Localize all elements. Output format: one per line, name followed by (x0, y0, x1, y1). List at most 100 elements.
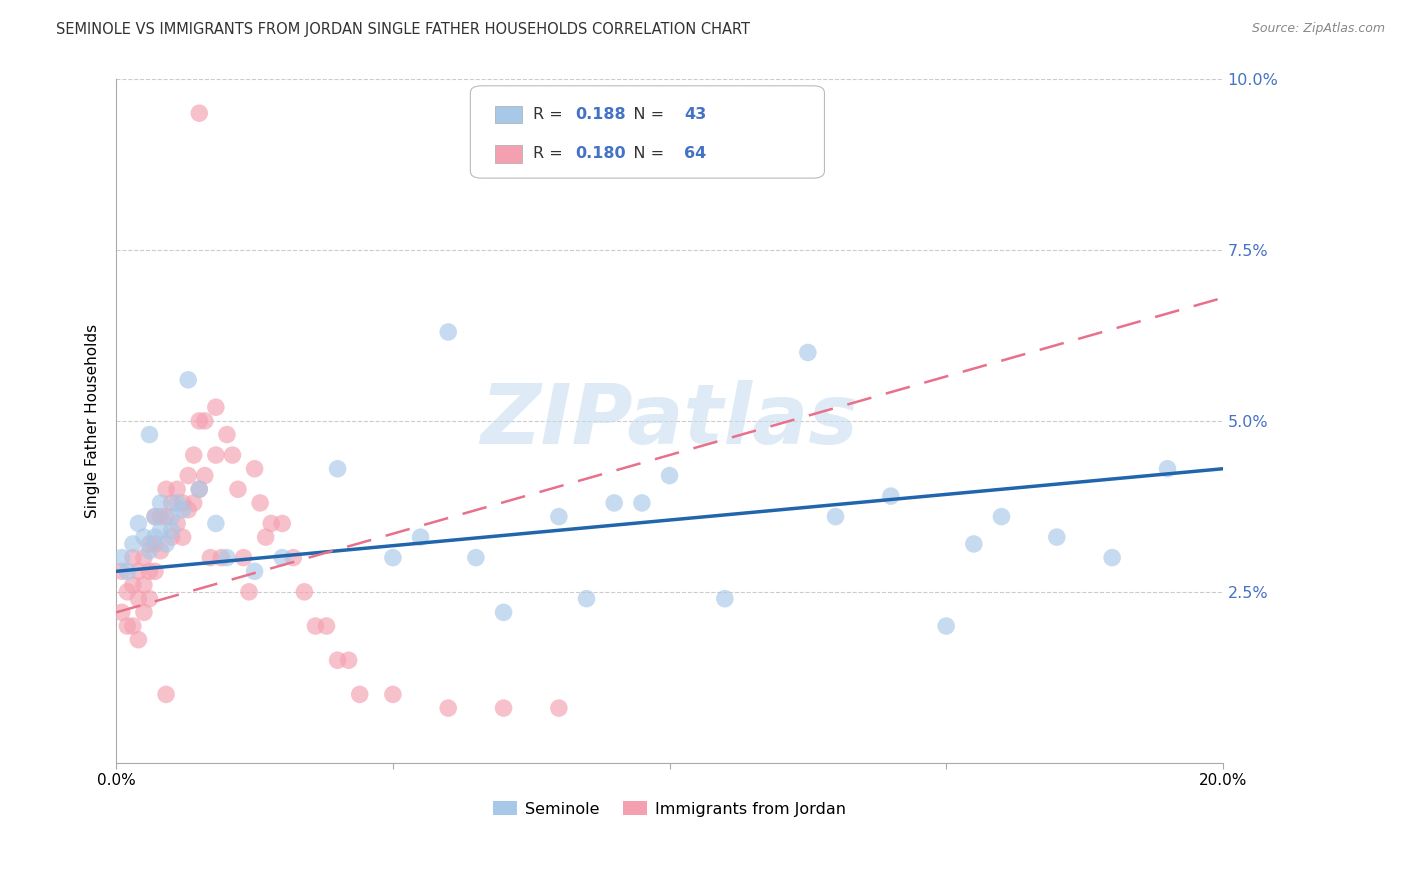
Point (249, 496, 271, 510)
Point (155, 482, 177, 496)
FancyBboxPatch shape (495, 145, 523, 162)
Y-axis label: Single Father Households: Single Father Households (86, 324, 100, 518)
Point (155, 537, 177, 551)
Point (226, 482, 249, 496)
Point (935, 619, 957, 633)
Point (205, 448, 228, 462)
Point (122, 619, 145, 633)
Point (797, 345, 820, 359)
Point (215, 427, 238, 442)
Point (215, 550, 238, 565)
Point (990, 509, 1012, 524)
Point (271, 516, 294, 531)
Point (111, 605, 134, 619)
Point (149, 496, 172, 510)
Point (149, 543, 172, 558)
Point (194, 414, 217, 428)
FancyBboxPatch shape (471, 86, 824, 178)
Point (315, 619, 337, 633)
Point (172, 530, 194, 544)
Point (292, 584, 315, 599)
Point (127, 516, 149, 531)
Point (492, 605, 515, 619)
FancyBboxPatch shape (495, 106, 523, 123)
Point (824, 509, 846, 524)
Point (127, 591, 149, 606)
Point (326, 653, 349, 667)
Point (132, 550, 155, 565)
Point (172, 502, 194, 516)
Point (111, 550, 134, 565)
Point (143, 509, 166, 524)
Point (603, 496, 626, 510)
Legend: Seminole, Immigrants from Jordan: Seminole, Immigrants from Jordan (486, 795, 852, 823)
Point (547, 701, 569, 715)
Point (714, 591, 737, 606)
Point (631, 496, 654, 510)
Point (160, 496, 183, 510)
Point (188, 106, 211, 120)
Text: 43: 43 (683, 107, 706, 122)
Point (143, 564, 166, 578)
Point (381, 687, 404, 701)
Point (188, 414, 211, 428)
Point (880, 489, 903, 503)
Text: 0.188: 0.188 (575, 107, 626, 122)
Text: 0.180: 0.180 (575, 146, 626, 161)
Point (304, 619, 326, 633)
Text: R =: R = (533, 146, 568, 161)
Text: ZIPatlas: ZIPatlas (481, 380, 859, 461)
Point (183, 448, 205, 462)
Point (117, 619, 139, 633)
Point (326, 462, 349, 476)
Point (1101, 550, 1123, 565)
Text: R =: R = (533, 107, 568, 122)
Point (188, 482, 211, 496)
Point (188, 482, 211, 496)
Point (127, 564, 149, 578)
Point (138, 564, 160, 578)
Point (437, 325, 460, 339)
Point (149, 523, 172, 537)
Point (243, 462, 266, 476)
Point (177, 468, 200, 483)
Point (963, 537, 986, 551)
Point (143, 537, 166, 551)
Point (127, 632, 149, 647)
Point (132, 530, 155, 544)
Point (111, 564, 134, 578)
Point (155, 687, 177, 701)
Point (1046, 530, 1069, 544)
Point (243, 564, 266, 578)
Point (117, 564, 139, 578)
Text: Source: ZipAtlas.com: Source: ZipAtlas.com (1251, 22, 1385, 36)
Point (658, 468, 681, 483)
Point (271, 550, 294, 565)
Point (166, 482, 188, 496)
Point (160, 523, 183, 537)
Text: N =: N = (617, 107, 669, 122)
Point (117, 584, 139, 599)
Point (138, 427, 160, 442)
Point (132, 578, 155, 592)
Point (122, 578, 145, 592)
Point (166, 516, 188, 531)
Point (205, 401, 228, 415)
Text: N =: N = (617, 146, 669, 161)
Point (194, 468, 217, 483)
Point (122, 550, 145, 565)
Point (381, 550, 404, 565)
Point (464, 550, 486, 565)
Point (143, 509, 166, 524)
Point (349, 687, 371, 701)
Point (138, 537, 160, 551)
Point (200, 550, 222, 565)
Point (547, 509, 569, 524)
Point (205, 516, 228, 531)
Point (283, 550, 305, 565)
Point (177, 502, 200, 516)
Point (337, 653, 360, 667)
Point (209, 550, 232, 565)
Point (232, 550, 254, 565)
Point (409, 530, 432, 544)
